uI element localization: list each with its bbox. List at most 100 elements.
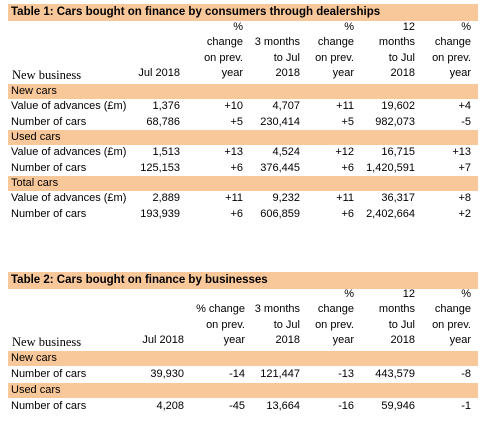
column-header-line: on prev.: [432, 318, 471, 331]
table-cell: +13: [224, 146, 243, 158]
table-cell: +5: [341, 115, 354, 128]
column-header: % change on prev. year: [421, 287, 471, 349]
column-header-line: months: [378, 36, 415, 49]
table-cell: 59,946: [381, 399, 415, 412]
table-row: Number of cars 125,153 +6 376,445 +6 1,420,59…: [8, 161, 478, 177]
table-cell: +11: [336, 192, 354, 204]
table-2-header: New business Jul 2018% change on prev. year…: [8, 287, 478, 351]
table-row: Number of cars 39,930 -14 121,447 -13 443,579…: [8, 366, 478, 383]
table-row: Number of cars 4,208 -45 13,664 -16 59,946 -1: [8, 398, 478, 415]
table-cell: 9,232: [272, 192, 300, 204]
table-cell: +12: [335, 146, 354, 158]
row-label: Number of cars: [11, 115, 87, 128]
column-header: % change on prev. year: [175, 302, 245, 349]
table-row: Number of cars 193,939 +6 606,859 +6 2,402,66…: [8, 207, 478, 223]
table-cell: +11: [225, 192, 243, 204]
table-1-title: Table 1: Cars bought on finance by consu…: [8, 4, 478, 21]
table-cell: 68,786: [146, 115, 180, 128]
column-header-line: on prev.: [204, 51, 243, 64]
row-header-label: New business: [12, 68, 82, 82]
table-cell: 121,447: [260, 368, 300, 380]
table-cell: -8: [461, 368, 471, 380]
column-header-line: 2018: [390, 67, 415, 80]
column-header-line: year: [449, 334, 471, 347]
table-cell: 4,524: [272, 146, 300, 158]
column-header-line: change: [434, 36, 471, 49]
column-header-line: 12: [402, 20, 415, 33]
table-cell: 1,376: [152, 100, 180, 112]
column-header-line: 2018: [275, 67, 300, 80]
column-header-line: change: [317, 36, 354, 49]
column-header-line: on prev.: [206, 318, 245, 331]
table-cell: 443,579: [375, 368, 415, 380]
section-header: New cars: [8, 84, 478, 99]
column-header: % change on prev. year: [421, 20, 471, 82]
table-cell: +7: [458, 161, 471, 174]
table-cell: -1: [461, 399, 471, 412]
table-row: Value of advances (£m) 2,889 +11 9,232 +11 36…: [8, 191, 478, 207]
table-cell: 4,707: [272, 100, 300, 112]
table-cell: 376,445: [260, 161, 300, 174]
row-label: Number of cars: [11, 399, 87, 412]
column-header-line: %: [344, 287, 354, 300]
column-header-line: year: [332, 334, 354, 347]
section-header: New cars: [8, 351, 478, 366]
table-cell: 125,153: [140, 161, 180, 174]
table-1: Table 1: Cars bought on finance by consu…: [8, 4, 478, 222]
column-header-line: 12: [402, 287, 415, 300]
column-header: % change on prev. year: [193, 20, 243, 82]
column-header-line: %: [461, 20, 471, 33]
column-header: Jul 2018: [120, 66, 180, 82]
column-header-line: on prev.: [432, 51, 471, 64]
column-header-line: to Jul: [273, 51, 300, 64]
table-cell: 982,073: [375, 115, 415, 128]
column-header-line: %: [233, 20, 243, 33]
table-1-header: New business Jul 2018% change on prev. year 3…: [8, 21, 478, 84]
column-header-line: %: [344, 20, 354, 33]
table-cell: 19,602: [381, 100, 415, 112]
section-header: Used cars: [8, 382, 478, 398]
table-cell: +10: [224, 100, 243, 112]
column-header-line: 2018: [390, 334, 415, 347]
table-2-body: New cars Number of cars 39,930 -14 121,447 -1…: [8, 351, 478, 414]
table-cell: 4,208: [156, 399, 184, 412]
row-label: Value of advances (£m): [11, 146, 127, 158]
table-1-body: New cars Value of advances (£m) 1,376 +10 4,…: [8, 84, 478, 222]
table-cell: 230,414: [260, 115, 300, 128]
column-header-line: year: [221, 67, 243, 80]
column-header-line: to Jul: [388, 51, 415, 64]
table-row: Number of cars 68,786 +5 230,414 +5 982,073 -5: [8, 115, 478, 131]
table-cell: 606,859: [260, 207, 300, 220]
column-header: % change on prev. year: [304, 20, 354, 82]
column-header-line: Jul 2018: [138, 67, 180, 80]
column-header-line: change: [434, 303, 471, 316]
table-cell: +8: [458, 192, 471, 204]
table-cell: 13,664: [266, 399, 300, 412]
table-cell: 16,715: [381, 146, 415, 158]
column-header-line: 2018: [275, 334, 300, 347]
table-cell: +6: [341, 207, 354, 220]
table-cell: +11: [336, 100, 354, 112]
table-2-title: Table 2: Cars bought on finance by busin…: [8, 272, 478, 289]
table-cell: 36,317: [381, 192, 415, 204]
column-header: 3 months to Jul 2018: [245, 302, 300, 349]
table-cell: 193,939: [140, 207, 180, 220]
column-header: 12 months to Jul 2018: [360, 20, 415, 82]
column-header: Jul 2018: [124, 333, 184, 349]
column-header-line: 3 months: [254, 36, 300, 49]
row-label: Value of advances (£m): [11, 192, 127, 204]
column-header-line: to Jul: [388, 318, 415, 331]
table-cell: 2,889: [152, 192, 180, 204]
table-cell: 2,402,664: [366, 207, 415, 220]
column-header-line: change: [317, 303, 354, 316]
table-cell: -13: [338, 368, 354, 380]
column-header-line: %: [461, 287, 471, 300]
row-header-label: New business: [12, 335, 82, 349]
table-cell: -14: [229, 368, 245, 380]
column-header: 12 months to Jul 2018: [360, 287, 415, 349]
column-header: 3 months to Jul 2018: [245, 35, 300, 82]
column-header-line: 3 months: [254, 303, 300, 316]
column-header-line: to Jul: [273, 318, 300, 331]
table-cell: +5: [230, 115, 243, 128]
section-header: Used cars: [8, 130, 478, 145]
